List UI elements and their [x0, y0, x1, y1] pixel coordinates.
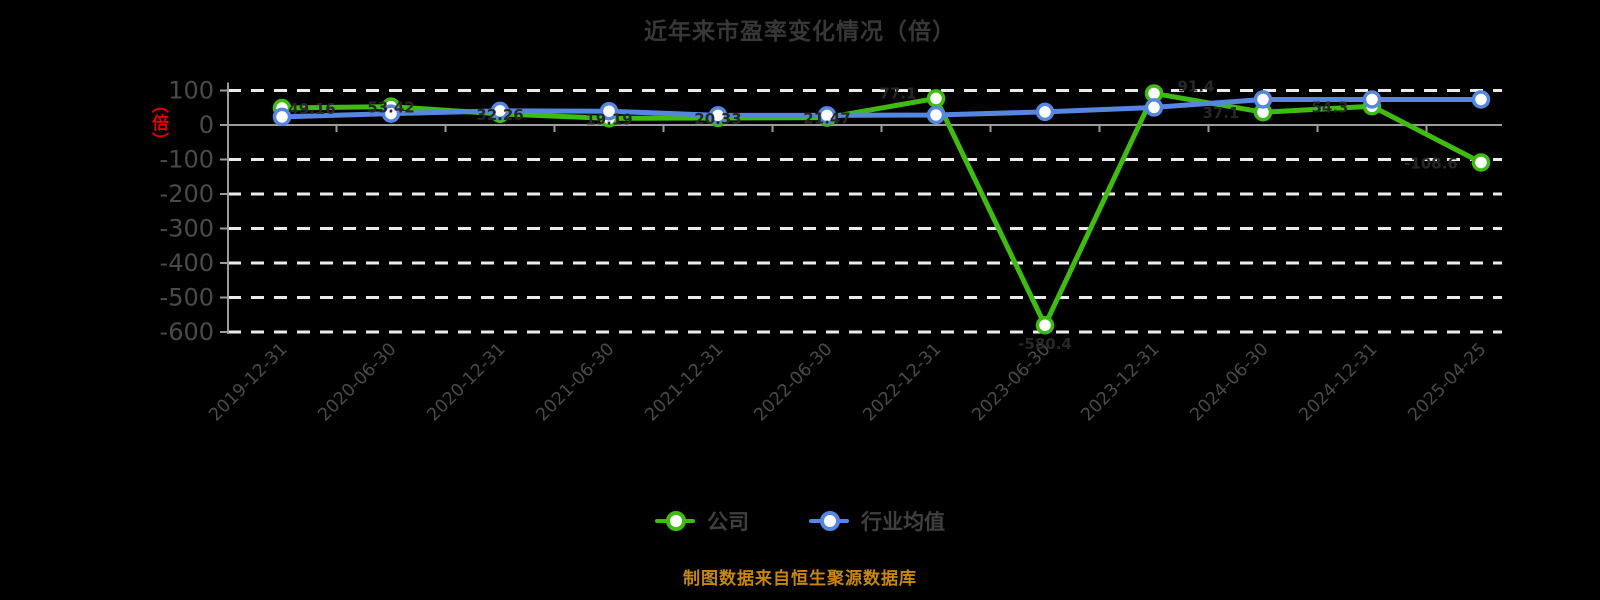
x-axis-date-label: 2019-12-31: [205, 339, 291, 425]
chart-legend: 公司 行业均值: [0, 506, 1600, 536]
x-axis-date-label: 2022-06-30: [750, 339, 836, 425]
company-line-swatch: [655, 511, 695, 531]
point-value-label: 20.33: [694, 110, 741, 128]
data-source-note: 制图数据来自恒生聚源数据库: [683, 569, 917, 589]
point-value-label: -580.4: [1018, 335, 1072, 353]
data-point-行业均值-2020-12-31[interactable]: [490, 101, 510, 121]
y-tick-label: -200: [160, 180, 214, 208]
data-point-行业均值-2021-12-31[interactable]: [708, 106, 728, 125]
y-tick-label: -600: [160, 318, 214, 346]
chart-title: 近年来市盈率变化情况（倍）: [644, 19, 956, 45]
series-line-行业均值: [279, 96, 1484, 120]
point-value-label: 77.1: [879, 84, 916, 102]
data-point-行业均值-2024-06-30[interactable]: [1253, 90, 1273, 109]
x-axis-date-label: 2022-12-31: [859, 339, 945, 425]
data-point-行业均值-2022-12-31[interactable]: [926, 105, 946, 125]
y-tick-label: -400: [160, 249, 214, 277]
x-axis-date-label: 2024-12-31: [1295, 339, 1381, 425]
data-point-行业均值-2019-12-31[interactable]: [272, 107, 292, 127]
legend-label-industry: 行业均值: [861, 510, 945, 534]
y-axis-unit-label: （倍）: [148, 96, 168, 150]
data-point-行业均值-2021-06-30[interactable]: [599, 101, 619, 121]
point-value-label: 91.4: [1177, 77, 1214, 95]
x-axis-date-label: 2025-04-25: [1404, 339, 1490, 425]
data-point-公司-2023-06-30[interactable]: [1035, 315, 1055, 335]
industry-marker-icon: [820, 511, 840, 531]
y-tick-label: -100: [160, 146, 214, 174]
legend-label-company: 公司: [707, 510, 749, 534]
x-axis-date-label: 2020-12-31: [423, 339, 509, 425]
x-axis-date-label: 2021-06-30: [532, 339, 618, 425]
data-point-行业均值-2022-06-30[interactable]: [817, 106, 837, 125]
data-point-行业均值-2024-12-31[interactable]: [1362, 90, 1382, 109]
y-tick-label: 0: [199, 111, 214, 139]
point-value-label: -108.6: [1404, 154, 1458, 172]
x-axis-date-label: 2021-12-31: [641, 339, 727, 425]
legend-item-company[interactable]: 公司: [655, 506, 749, 536]
company-marker-icon: [666, 511, 686, 531]
x-axis-date-label: 2020-06-30: [314, 339, 400, 425]
legend-item-industry[interactable]: 行业均值: [809, 506, 945, 536]
data-point-行业均值-2023-06-30[interactable]: [1035, 102, 1055, 122]
point-value-label: 32.26: [476, 106, 523, 124]
data-point-公司-2022-12-31[interactable]: [926, 89, 946, 108]
point-value-label: 54.3: [1311, 98, 1348, 116]
y-tick-label: -300: [160, 215, 214, 243]
point-value-label: 49.16: [288, 100, 335, 118]
point-value-label: 21.47: [803, 110, 850, 128]
industry-line-swatch: [809, 511, 849, 531]
data-point-行业均值-2023-12-31[interactable]: [1144, 98, 1164, 117]
data-point-公司-2025-04-25[interactable]: [1471, 153, 1491, 172]
y-tick-label: 100: [168, 77, 214, 105]
y-tick-label: -500: [160, 284, 214, 312]
data-point-行业均值-2025-04-25[interactable]: [1471, 90, 1491, 109]
point-value-label: 53.42: [367, 99, 414, 117]
point-value-label: 19.19: [585, 110, 632, 128]
data-point-行业均值-2020-06-30[interactable]: [381, 104, 401, 123]
point-value-label: 37.1: [1202, 104, 1239, 122]
x-axis-date-label: 2023-12-31: [1077, 339, 1163, 425]
x-axis-date-label: 2024-06-30: [1186, 339, 1272, 425]
